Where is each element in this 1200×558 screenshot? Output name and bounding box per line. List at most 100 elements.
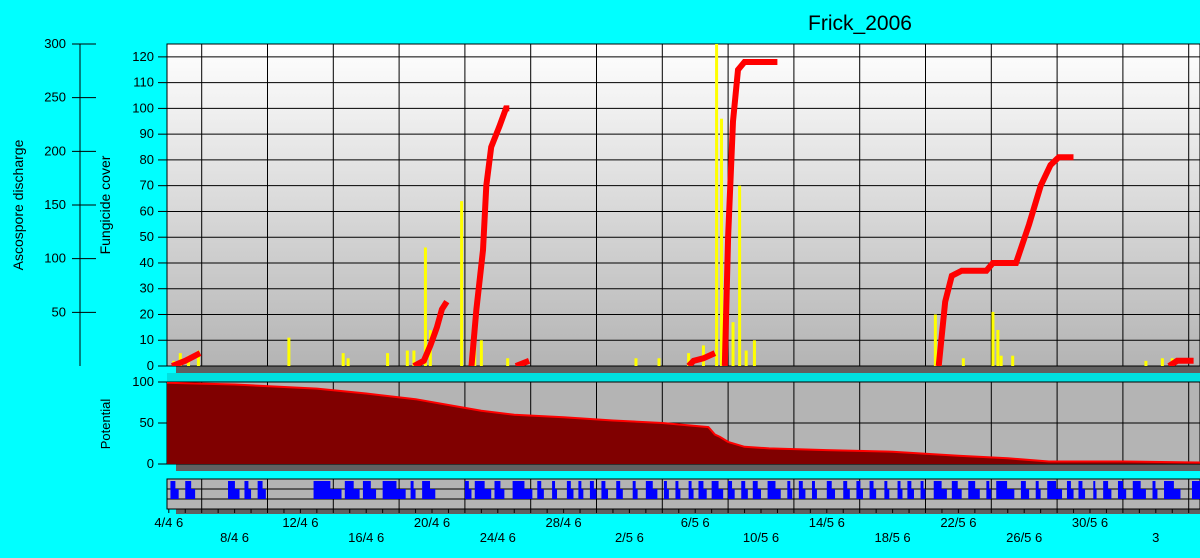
- x-tick-label: 20/4 6: [414, 515, 450, 530]
- wetness-block-upper: [410, 481, 414, 489]
- top-panel-plot: [166, 43, 1200, 367]
- wetness-block: [1020, 489, 1030, 499]
- wetness-block: [986, 489, 992, 499]
- x-tick-label: 30/5 6: [1072, 515, 1108, 530]
- wetness-block-upper: [856, 481, 861, 489]
- wetness-block-upper: [362, 481, 371, 489]
- ascospore-bar: [961, 358, 965, 366]
- wetness-block-upper: [884, 481, 888, 489]
- risk-line-segment: [514, 358, 531, 366]
- wetness-block: [1078, 489, 1086, 499]
- wetness-block-upper: [798, 481, 803, 489]
- wetness-block-upper: [589, 481, 594, 489]
- wetness-block-upper: [811, 481, 815, 489]
- wetness-block: [1103, 489, 1112, 499]
- wetness-block: [185, 489, 196, 499]
- wetness-block: [645, 489, 658, 499]
- wetness-block-upper: [512, 481, 525, 489]
- ascospore-bar: [752, 340, 756, 366]
- wetness-block-upper: [968, 481, 976, 489]
- wetness-block-upper: [688, 481, 692, 489]
- wetness-block: [798, 489, 806, 499]
- wetness-block: [1152, 489, 1158, 499]
- potential-line: [167, 382, 1200, 464]
- wetness-block: [170, 489, 179, 499]
- wetness-block: [996, 489, 1015, 499]
- ascospore-bar: [479, 340, 483, 366]
- wetness-block: [811, 489, 817, 499]
- ascospore-bar: [738, 185, 742, 366]
- wetness-block: [728, 489, 735, 499]
- left-axis-label: Ascospore discharge: [10, 139, 26, 270]
- wetness-block-upper: [601, 481, 606, 489]
- wetness-block: [1117, 489, 1127, 499]
- risk-line-segment: [686, 350, 717, 366]
- wetness-block-upper: [313, 481, 331, 489]
- wetness-block: [512, 489, 533, 499]
- ascospore-bar: [423, 247, 427, 366]
- wetness-block-upper: [843, 481, 848, 489]
- ascospore-bar: [715, 44, 719, 366]
- wetness-block-upper: [474, 481, 485, 489]
- ascospore-bar: [991, 311, 995, 366]
- wetness-block-upper: [675, 481, 679, 489]
- wetness-block-upper: [1103, 481, 1109, 489]
- wetness-block: [663, 489, 669, 499]
- right-axis-tick-label: 20: [140, 306, 154, 321]
- wetness-block-upper: [1132, 481, 1141, 489]
- wetness-block-upper: [645, 481, 653, 489]
- wetness-block-upper: [826, 481, 832, 489]
- wetness-block: [1035, 489, 1041, 499]
- wetness-block: [752, 489, 761, 499]
- wetness-block-upper: [741, 481, 746, 489]
- wetness-block-upper: [698, 481, 704, 489]
- wetness-block-upper: [752, 481, 758, 489]
- wetness-block-upper: [1020, 481, 1026, 489]
- wetness-block: [907, 489, 914, 499]
- wetness-block-upper: [185, 481, 192, 489]
- x-tick-label: 22/5 6: [940, 515, 976, 530]
- wetness-block: [843, 489, 850, 499]
- wetness-block: [589, 489, 597, 499]
- wetness-block-upper: [494, 481, 501, 489]
- left-axis-tick-label: 100: [44, 251, 66, 266]
- x-tick-label: 10/5 6: [743, 530, 779, 545]
- wetness-block: [897, 489, 903, 499]
- chart-title: Frick_2006: [808, 12, 912, 35]
- wetness-block: [856, 489, 863, 499]
- wetness-block: [494, 489, 505, 499]
- x-tick-label: 12/4 6: [282, 515, 318, 530]
- right-axis-tick-label: 10: [140, 332, 154, 347]
- wetness-block-upper: [616, 481, 621, 489]
- ascospore-bar: [933, 314, 937, 366]
- x-tick-label: 3: [1152, 530, 1159, 545]
- risk-line-segment: [412, 299, 450, 366]
- wetness-block: [741, 489, 748, 499]
- wetness-block-upper: [933, 481, 942, 489]
- right-axis-tick-label: 50: [140, 229, 154, 244]
- wetness-block: [410, 489, 416, 499]
- wetness-block: [933, 489, 947, 499]
- right-axis-tick-label: 30: [140, 281, 154, 296]
- wetness-block: [698, 489, 707, 499]
- wetness-block-upper: [1191, 481, 1200, 489]
- ascospore-bar: [287, 337, 291, 366]
- x-tick-label: 24/4 6: [480, 530, 516, 545]
- wetness-block-upper: [632, 481, 636, 489]
- wetness-block: [920, 489, 926, 499]
- x-tick-label: 16/4 6: [348, 530, 384, 545]
- potential-axis-tick-label: 0: [147, 456, 154, 471]
- risk-line-segment: [935, 154, 1074, 366]
- potential-axis-tick-label: 50: [140, 415, 154, 430]
- top-panel-shadow: [176, 366, 1200, 373]
- wetness-block: [1093, 489, 1097, 499]
- wetness-block-upper: [537, 481, 542, 489]
- wetness-block: [578, 489, 584, 499]
- ascospore-bar: [1160, 358, 1164, 366]
- ascospore-bar: [412, 350, 416, 366]
- separator-band: [167, 373, 1200, 382]
- wetness-block: [616, 489, 623, 499]
- ascospore-bar: [634, 358, 638, 366]
- x-tick-label: 2/5 6: [615, 530, 644, 545]
